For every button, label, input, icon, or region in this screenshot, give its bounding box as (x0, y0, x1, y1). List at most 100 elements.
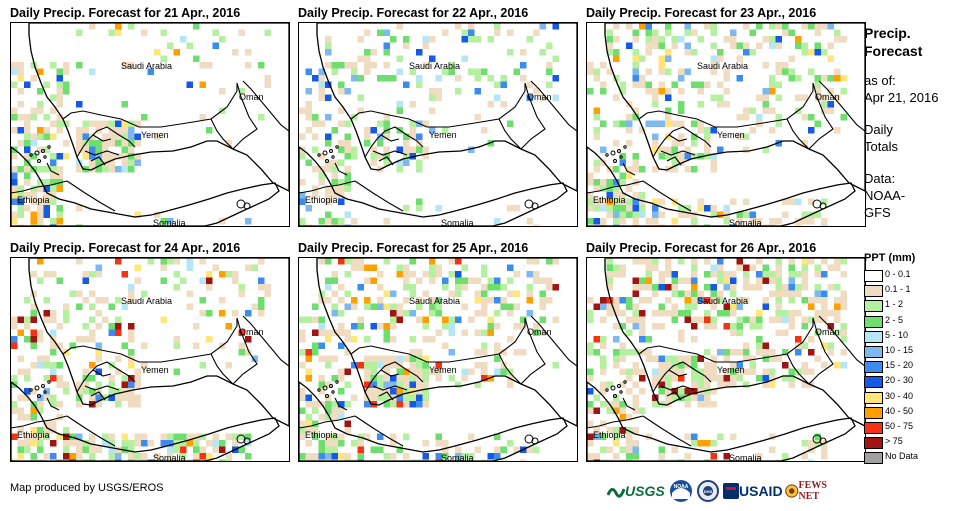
forecast-panel-1: Daily Precip. Forecast for 21 Apr., 2016… (10, 6, 290, 227)
precip-cell (613, 49, 620, 56)
precip-cell (487, 101, 494, 108)
precip-cell (684, 205, 691, 212)
precip-cell (788, 310, 795, 317)
precip-cell (416, 81, 423, 88)
island (331, 155, 335, 159)
precip-cell (600, 401, 607, 408)
precip-cell (429, 94, 436, 101)
precip-cell (710, 375, 717, 382)
precip-cell (481, 368, 488, 375)
precip-cell (325, 49, 332, 56)
precip-cell (710, 362, 717, 369)
precip-cell (173, 49, 180, 56)
precip-cell (801, 264, 808, 271)
precip-cell (619, 355, 626, 362)
precip-cell (639, 23, 646, 30)
admin-border (660, 150, 696, 156)
precip-cell (533, 446, 540, 453)
precip-cell (827, 42, 834, 49)
precip-cell (645, 258, 652, 265)
precip-cell (37, 336, 44, 343)
precip-cell (684, 211, 691, 218)
precip-cell (801, 316, 808, 323)
precip-cell (494, 453, 501, 460)
precip-cell (743, 42, 750, 49)
precip-cell (17, 198, 24, 205)
precip-cell (390, 388, 397, 395)
precip-cell (600, 420, 607, 427)
precip-cell (344, 62, 351, 69)
precip-cell (409, 133, 416, 140)
admin-border (622, 397, 636, 411)
precip-cell (652, 323, 659, 330)
precip-cell (24, 368, 31, 375)
precip-cell (513, 271, 520, 278)
precip-cell (626, 185, 633, 192)
precip-cell (769, 218, 776, 225)
precip-cell (652, 198, 659, 205)
precip-cell (377, 284, 384, 291)
precip-cell (710, 94, 717, 101)
precip-cell (587, 198, 594, 205)
precip-cell (704, 23, 711, 30)
precip-cell (264, 29, 271, 36)
precip-cell (344, 211, 351, 218)
precip-cell (63, 459, 70, 461)
precip-cell (383, 62, 390, 69)
precip-cell (11, 342, 18, 349)
precip-cell (762, 375, 769, 382)
precip-cell (619, 310, 626, 317)
precip-cell (539, 297, 546, 304)
precip-cell (827, 342, 834, 349)
precip-cell (69, 440, 76, 447)
precip-cell (43, 453, 50, 460)
precip-cell (344, 120, 351, 127)
country-label: Somalia (729, 218, 762, 226)
precip-cell (448, 316, 455, 323)
precip-cell (403, 433, 410, 440)
precip-cell (455, 446, 462, 453)
precip-cell (697, 88, 704, 95)
precip-cell (115, 23, 122, 30)
precip-cell (743, 284, 750, 291)
precip-cell (587, 375, 594, 382)
island (43, 155, 47, 159)
precip-cell (299, 453, 306, 460)
precip-cell (494, 23, 501, 30)
precip-cell (76, 381, 83, 388)
precip-cell (619, 264, 626, 271)
precip-cell (775, 277, 782, 284)
precip-cell (468, 277, 475, 284)
precip-cell (24, 433, 31, 440)
precip-cell (788, 75, 795, 82)
precip-cell (108, 388, 115, 395)
admin-border (350, 83, 526, 128)
island (531, 437, 539, 445)
precip-cell (442, 453, 449, 460)
precip-cell (30, 362, 37, 369)
precip-cell (730, 433, 737, 440)
precip-cell (639, 297, 646, 304)
precip-cell (775, 355, 782, 362)
precip-cell (632, 62, 639, 69)
precip-cell (325, 36, 332, 43)
precip-cell (658, 362, 665, 369)
precip-cell (546, 277, 553, 284)
precip-cell (160, 316, 167, 323)
precip-cell (338, 159, 345, 166)
precip-cell (128, 133, 135, 140)
precip-cell (840, 258, 847, 265)
admin-border (520, 82, 546, 150)
precip-cell (43, 394, 50, 401)
precip-cell (600, 185, 607, 192)
precip-cell (377, 355, 384, 362)
precip-cell (331, 355, 338, 362)
precip-cell (30, 329, 37, 336)
precip-cell (82, 446, 89, 453)
precip-cell (37, 133, 44, 140)
precip-cell (95, 140, 102, 147)
precip-cell (710, 68, 717, 75)
precip-cell (795, 36, 802, 43)
precip-cell (390, 310, 397, 317)
precip-cell (108, 446, 115, 453)
